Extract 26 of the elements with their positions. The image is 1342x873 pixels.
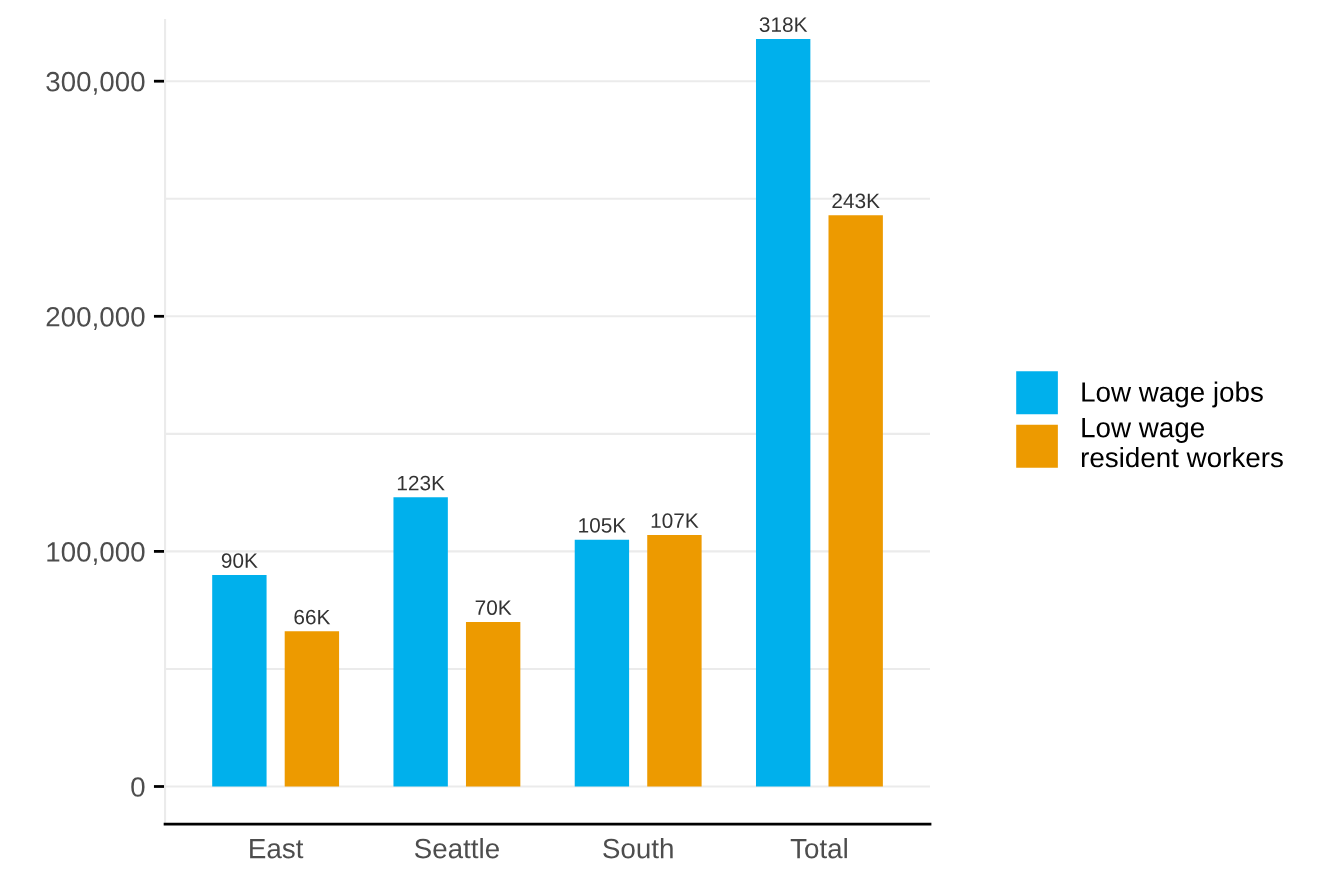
data-label: 90K bbox=[221, 553, 258, 569]
y-tick-label: 0 bbox=[131, 777, 145, 797]
data-label: 123K bbox=[397, 475, 445, 491]
data-label: 318K bbox=[759, 17, 808, 32]
x-tick-label: East bbox=[250, 839, 304, 859]
bar bbox=[828, 215, 883, 787]
y-tick-label: 300,000 bbox=[46, 71, 145, 95]
bar bbox=[755, 38, 811, 787]
y-tick-label: 100,000 bbox=[47, 542, 145, 566]
bar bbox=[574, 539, 630, 787]
legend-label: Low wage resident workers bbox=[1081, 418, 1283, 468]
x-tick-label: South bbox=[603, 838, 673, 859]
data-label: 107K bbox=[651, 513, 699, 529]
bar bbox=[393, 497, 448, 787]
data-label: 105K bbox=[579, 518, 627, 533]
data-label: 243K bbox=[832, 193, 880, 209]
data-label: 66K bbox=[294, 609, 331, 625]
data-label: 70K bbox=[475, 600, 512, 616]
legend-label: Low wage jobs bbox=[1082, 381, 1263, 408]
x-tick-label: Seattle bbox=[414, 838, 499, 859]
x-tick-label: Total bbox=[790, 838, 847, 859]
bar bbox=[284, 631, 340, 787]
bar bbox=[212, 574, 267, 787]
bar bbox=[647, 534, 702, 787]
y-tick-label: 200,000 bbox=[46, 306, 145, 330]
bar bbox=[465, 621, 521, 787]
